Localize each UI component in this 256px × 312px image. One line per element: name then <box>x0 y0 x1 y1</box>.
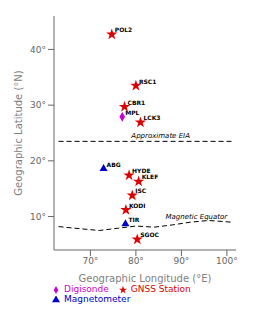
svg-text:Magnetic Equator: Magnetic Equator <box>165 213 228 221</box>
svg-text:SGOC: SGOC <box>140 231 159 238</box>
svg-text:MPL: MPL <box>125 109 139 116</box>
html-text:Digisonde: Digisonde <box>64 284 109 294</box>
svg-text:HYDE: HYDE <box>132 167 151 175</box>
svg-text:KLEF: KLEF <box>142 173 159 180</box>
svg-text:POL2: POL2 <box>115 26 133 33</box>
svg-text:ABG: ABG <box>107 161 121 168</box>
svg-text:10°: 10° <box>30 212 46 222</box>
svg-text:ISC: ISC <box>135 187 147 194</box>
svg-text:Geographic Longitude (°E): Geographic Longitude (°E) <box>79 273 212 284</box>
svg-text:100°: 100° <box>216 256 238 266</box>
svg-text:CBR1: CBR1 <box>128 99 146 106</box>
svg-text:20°: 20° <box>30 156 46 166</box>
svg-text:RSC1: RSC1 <box>139 78 157 85</box>
svg-text:Approximate EIA: Approximate EIA <box>130 132 190 140</box>
svg-text:90°: 90° <box>173 256 189 266</box>
svg-text:Geographic Latitude (°N): Geographic Latitude (°N) <box>13 70 24 195</box>
svg-text:LCK3: LCK3 <box>143 114 160 121</box>
svg-text:70°: 70° <box>82 256 98 266</box>
svg-text:80°: 80° <box>128 256 144 266</box>
svg-text:KODI: KODI <box>129 202 146 209</box>
svg-text:30°: 30° <box>30 100 46 110</box>
html-text:Magnetometer: Magnetometer <box>64 294 131 304</box>
svg-text:40°: 40° <box>30 45 46 55</box>
html-text:GNSS Station: GNSS Station <box>130 284 191 294</box>
svg-text:TIR: TIR <box>128 216 139 223</box>
